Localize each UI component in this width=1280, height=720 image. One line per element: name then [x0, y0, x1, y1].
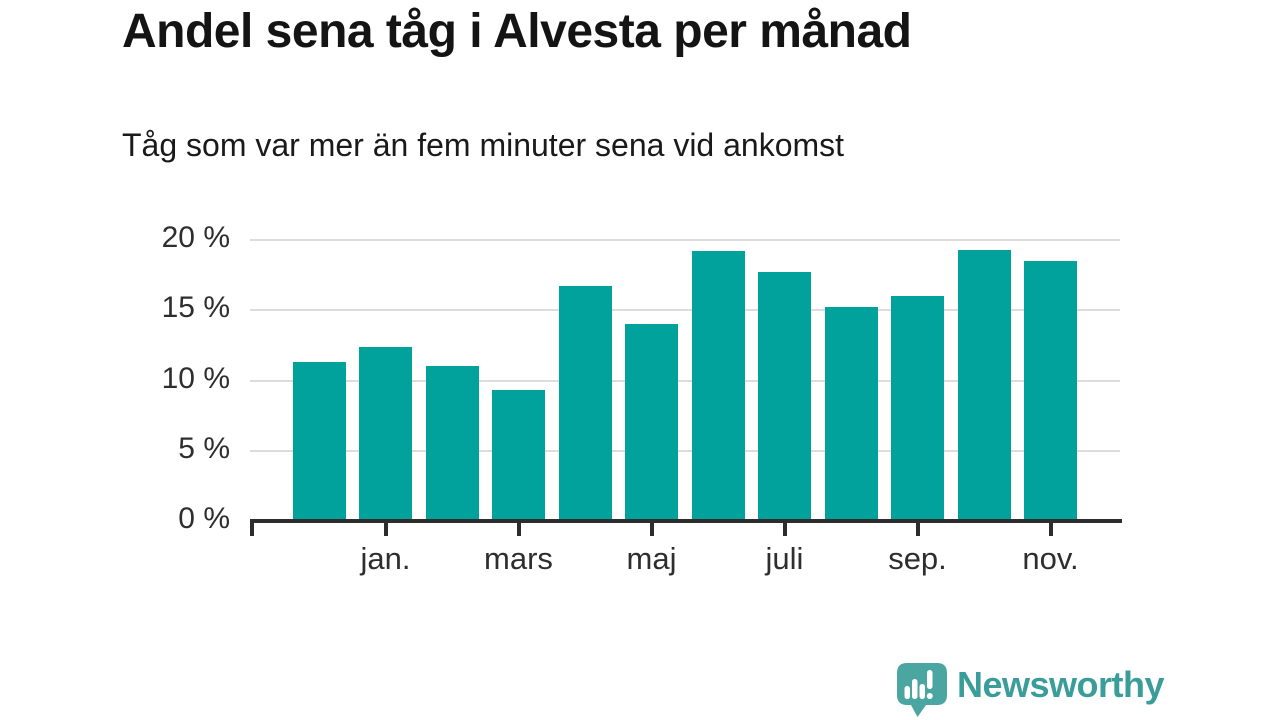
chart-bar-apr [558, 286, 612, 521]
chart-bar-okt [957, 249, 1011, 521]
chart-subtitle: Tåg som var mer än fem minuter sena vid … [122, 127, 845, 163]
gridline-10-percent [250, 379, 1120, 382]
chart-bar-juni [691, 251, 745, 521]
gridline-20-percent [250, 239, 1120, 241]
y-axis-tick-label: 10 % [161, 361, 230, 395]
x-axis-origin-tick [250, 523, 254, 536]
x-axis-tick-label: mars [484, 541, 553, 576]
x-axis-tick [782, 523, 787, 536]
newsworthy-logo-text: Newsworthy [957, 664, 1165, 705]
chart-bar-sep [891, 296, 944, 521]
y-axis-tick-label: 20 % [161, 221, 230, 254]
x-axis-tick [649, 523, 654, 536]
newsworthy-logo: Newsworthy [897, 663, 1165, 717]
chart-bar-dec [292, 362, 346, 521]
chart-bar-jan [359, 346, 412, 521]
x-axis-tick [915, 523, 920, 536]
x-axis-tick-label: jan. [360, 541, 411, 576]
chart-title: Andel sena tåg i Alvesta per månad [122, 5, 912, 58]
chart-bar-feb [425, 366, 479, 521]
x-axis-tick-label: juli [765, 541, 804, 576]
chart-bar-juli [758, 272, 811, 521]
x-axis-tick-label: sep. [888, 541, 947, 576]
chart-bar-aug [824, 307, 878, 521]
chart-bar-maj [625, 324, 678, 521]
chart-bar-mars [492, 390, 545, 521]
y-axis-tick-label: 0 % [178, 502, 230, 535]
x-axis-tick-label: nov. [1022, 541, 1079, 576]
bar-chart-plot-area: 0 % 5 % 10 % 15 % 20 % jan. mars maj juli sep. nov… [162, 223, 1122, 576]
gridline-5-percent [250, 449, 1120, 452]
y-axis-tick-label: 5 % [178, 431, 230, 465]
x-axis-tick [383, 523, 388, 536]
x-axis-tick [516, 523, 521, 536]
newsworthy-logo-icon [897, 663, 947, 717]
chart-bar-nov [1024, 261, 1077, 521]
gridline-15-percent [250, 309, 1120, 312]
x-axis-line [250, 519, 1122, 523]
x-axis-tick-label: maj [626, 541, 677, 576]
y-axis-tick-label: 15 % [161, 291, 230, 325]
x-axis-tick [1048, 523, 1053, 536]
